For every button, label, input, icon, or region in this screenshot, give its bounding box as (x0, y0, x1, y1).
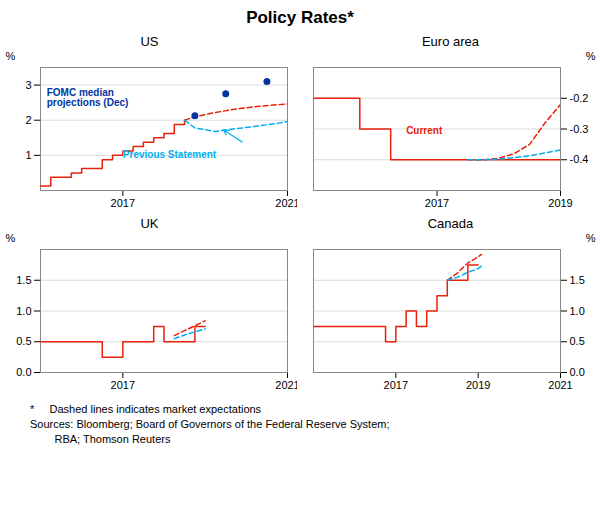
svg-text:3: 3 (25, 79, 31, 91)
svg-text:0.0: 0.0 (570, 366, 585, 378)
svg-text:1: 1 (25, 149, 31, 161)
svg-text:2017: 2017 (384, 379, 408, 391)
svg-text:Previous Statement: Previous Statement (123, 149, 217, 160)
svg-text:2: 2 (25, 114, 31, 126)
svg-text:2021: 2021 (275, 197, 297, 209)
svg-text:2021: 2021 (275, 379, 297, 391)
svg-text:1.0: 1.0 (16, 305, 31, 317)
svg-text:Current: Current (406, 125, 443, 136)
svg-text:0.0: 0.0 (16, 366, 31, 378)
svg-text:2017: 2017 (111, 379, 135, 391)
html-text:RBA; Thomson Reuters: RBA; Thomson Reuters (30, 433, 171, 445)
svg-text:2017: 2017 (425, 197, 449, 209)
svg-text:0.5: 0.5 (570, 335, 585, 347)
svg-text:1.5: 1.5 (570, 274, 585, 286)
html-text:UK: UK (140, 216, 159, 231)
svg-text:%: % (586, 232, 596, 244)
svg-text:2021: 2021 (548, 379, 572, 391)
svg-text:-0.3: -0.3 (570, 123, 589, 135)
svg-text:FOMC medianprojections (Dec): FOMC medianprojections (Dec) (47, 87, 129, 108)
html-text:Euro area: Euro area (422, 34, 479, 49)
svg-text:%: % (6, 50, 16, 62)
svg-text:-0.2: -0.2 (570, 92, 589, 104)
html-text:US: US (140, 34, 159, 49)
svg-text:2019: 2019 (548, 197, 572, 209)
html-text:Policy Rates*: Policy Rates* (246, 8, 354, 27)
svg-text:1.0: 1.0 (570, 305, 585, 317)
svg-text:2019: 2019 (466, 379, 490, 391)
html-text:Sources: Bloomberg; Board of G: Sources: Bloomberg; Board of Governors o… (30, 418, 390, 430)
html-text:Canada: Canada (427, 216, 474, 231)
svg-text:%: % (586, 50, 596, 62)
svg-text:%: % (6, 232, 16, 244)
svg-text:2017: 2017 (111, 197, 135, 209)
svg-text:1.5: 1.5 (16, 274, 31, 286)
html-text:* Dashed lines indicates marke: * Dashed lines indicates market expectat… (30, 403, 262, 415)
svg-text:-0.4: -0.4 (570, 153, 589, 165)
svg-text:0.5: 0.5 (16, 335, 31, 347)
